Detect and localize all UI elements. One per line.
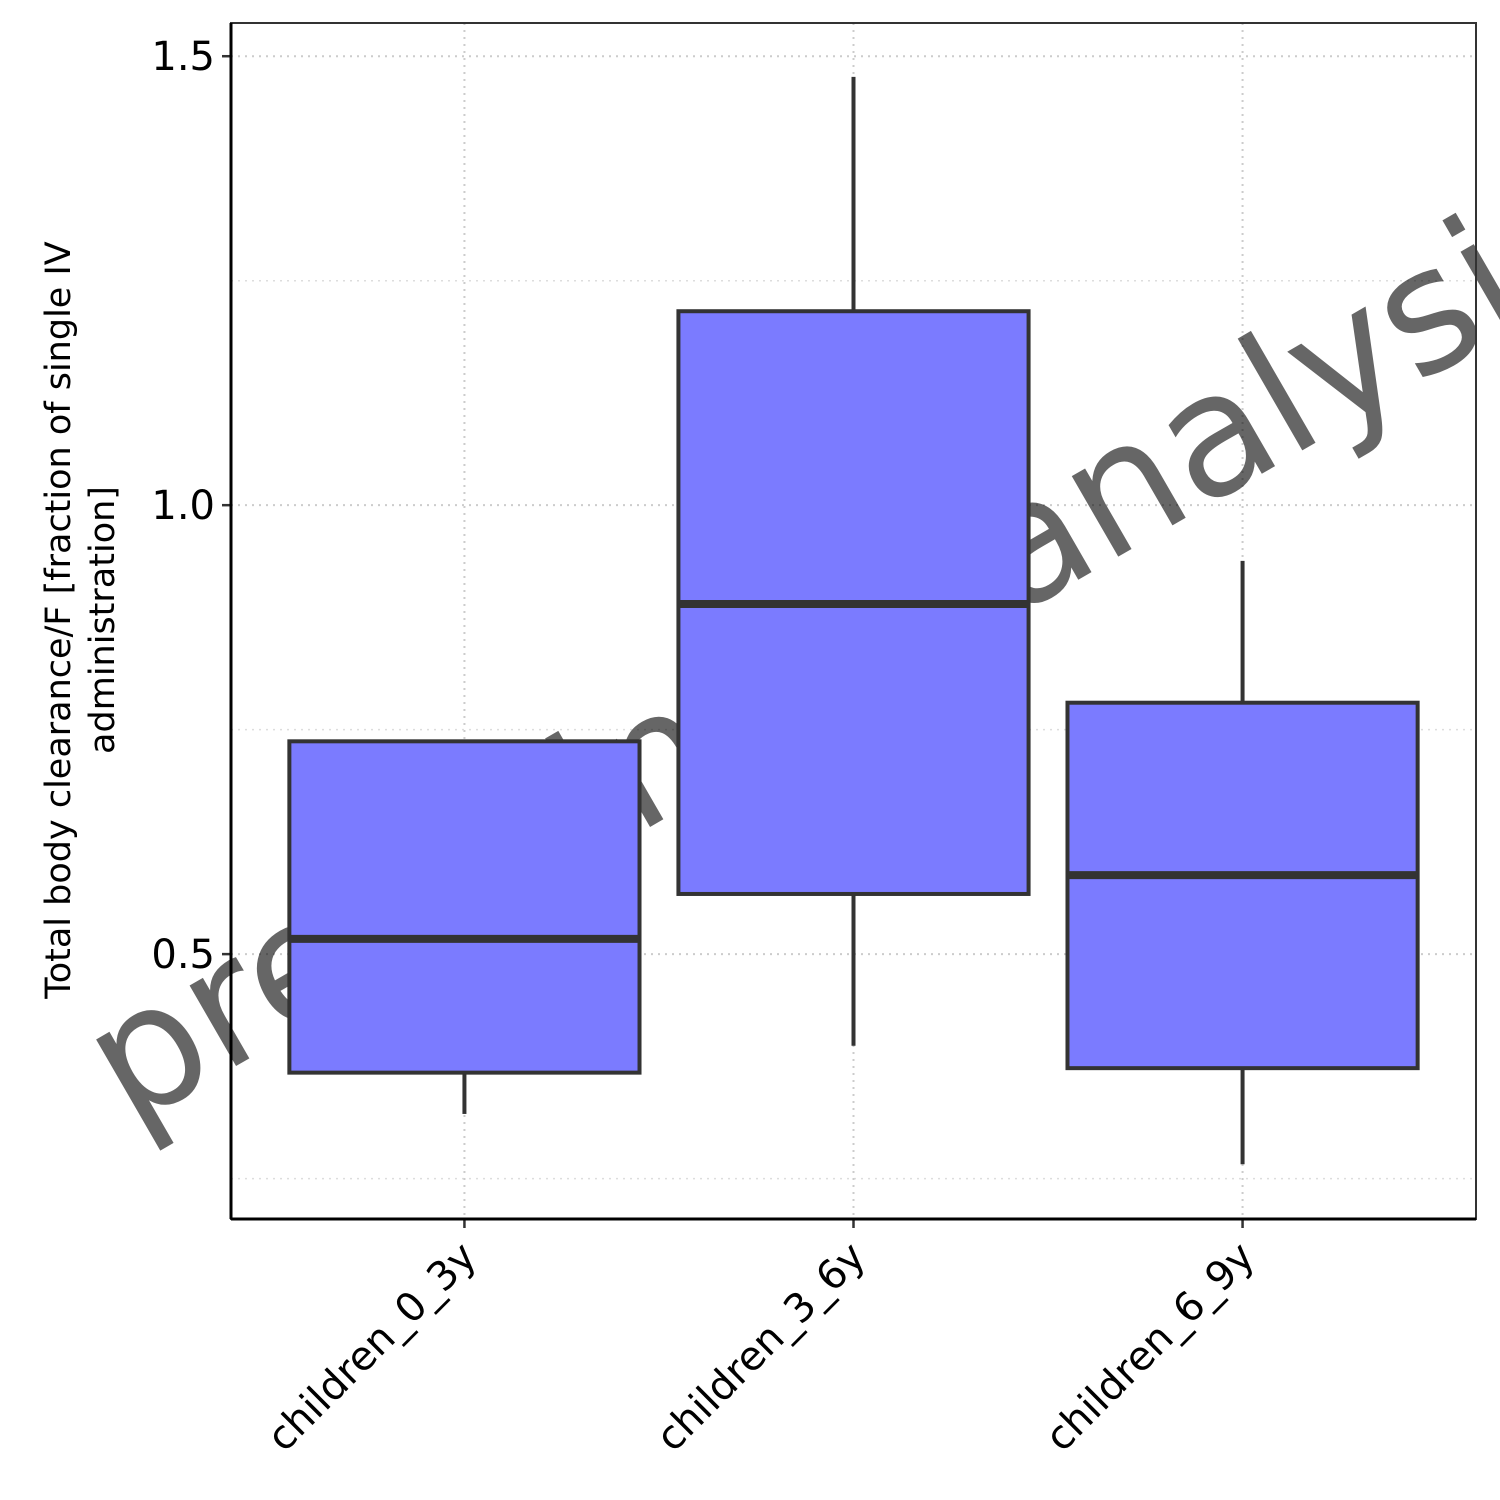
x-tick-label: children_0_3y bbox=[258, 1234, 485, 1461]
x-tick-label: children_3_6y bbox=[648, 1234, 875, 1461]
y-axis-title-line: administration] bbox=[83, 486, 123, 754]
y-axis-title: Total body clearance/F [fraction of sing… bbox=[39, 241, 123, 999]
box bbox=[287, 739, 642, 1075]
y-axis-title-line: Total body clearance/F [fraction of sing… bbox=[39, 241, 79, 999]
box-group bbox=[287, 739, 642, 1114]
box-group bbox=[1065, 560, 1420, 1165]
y-tick-label: 1.0 bbox=[151, 483, 215, 529]
box bbox=[1065, 700, 1420, 1071]
box-group bbox=[676, 76, 1031, 1046]
x-tick-label: children_6_9y bbox=[1037, 1234, 1264, 1461]
y-tick-label: 0.5 bbox=[151, 932, 215, 978]
y-tick-label: 1.5 bbox=[151, 34, 215, 80]
